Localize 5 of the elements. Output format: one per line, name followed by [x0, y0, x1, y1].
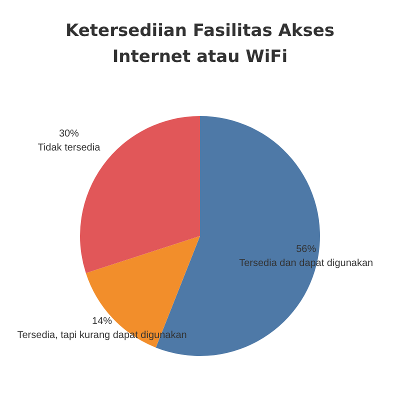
data-label: 56%	[296, 244, 316, 255]
chart-title: Ketersediian Fasilitas Akses Internet atau WiFi	[64, 20, 336, 69]
data-label: 30%	[58, 128, 80, 140]
data-label: 14%	[92, 316, 112, 327]
slice-label: Tidak tersedia	[38, 142, 101, 154]
